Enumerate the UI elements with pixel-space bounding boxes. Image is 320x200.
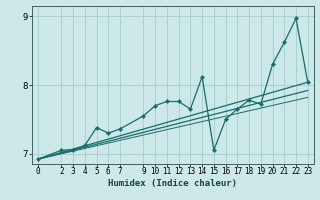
X-axis label: Humidex (Indice chaleur): Humidex (Indice chaleur) (108, 179, 237, 188)
